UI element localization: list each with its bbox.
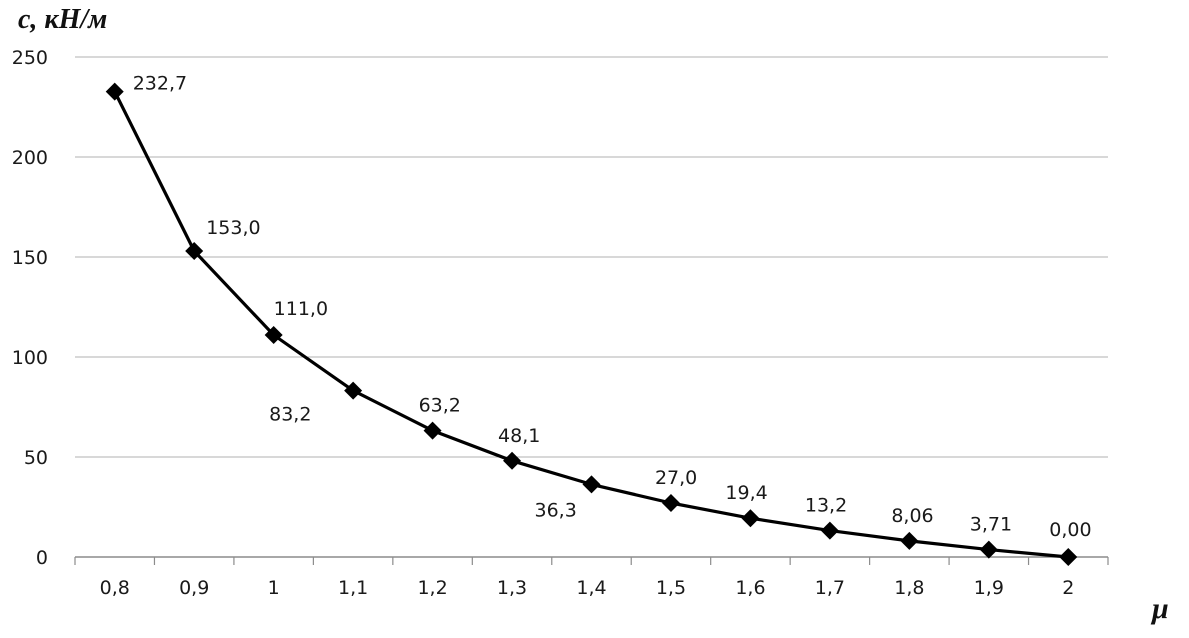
y-tick-label: 0	[36, 547, 48, 569]
data-label: 63,2	[419, 395, 461, 417]
data-point-marker	[423, 421, 442, 440]
x-tick-label: 1,8	[894, 577, 924, 599]
data-point-marker	[344, 381, 363, 400]
x-tick-label: 1,4	[576, 577, 606, 599]
x-tick-label: 1,3	[497, 577, 527, 599]
x-tick-label: 1,9	[974, 577, 1004, 599]
data-label: 48,1	[498, 425, 540, 447]
data-point-marker	[820, 521, 839, 540]
x-tick-label: 1,2	[417, 577, 447, 599]
data-label: 36,3	[535, 499, 577, 521]
y-axis-title: c, кН/м	[18, 4, 108, 35]
data-label: 3,71	[970, 514, 1012, 536]
x-tick-label: 1,6	[735, 577, 765, 599]
y-tick-label: 250	[12, 47, 48, 69]
data-point-marker	[741, 509, 760, 528]
data-point-marker	[1059, 548, 1078, 566]
x-tick-label: 0,8	[100, 577, 130, 599]
data-point-marker	[264, 326, 283, 344]
y-tick-label: 50	[24, 447, 48, 469]
data-label: 111,0	[274, 298, 328, 320]
data-label: 13,2	[805, 495, 847, 517]
data-point-marker	[661, 494, 680, 512]
x-tick-label: 0,9	[179, 577, 209, 599]
y-tick-label: 200	[12, 147, 48, 169]
data-label: 83,2	[269, 404, 311, 426]
data-label: 0,00	[1049, 519, 1091, 541]
data-point-marker	[503, 451, 522, 470]
data-label: 232,7	[133, 73, 187, 95]
data-label: 19,4	[725, 482, 767, 504]
data-label: 8,06	[891, 505, 933, 527]
y-tick-label: 150	[12, 247, 48, 269]
data-point-marker	[979, 540, 998, 559]
x-tick-label: 1,1	[338, 577, 368, 599]
x-tick-label: 1,7	[815, 577, 845, 599]
data-label: 27,0	[655, 467, 697, 489]
data-point-marker	[900, 531, 919, 550]
data-label: 153,0	[206, 217, 260, 239]
x-tick-label: 1	[268, 577, 280, 599]
x-tick-label: 1,5	[656, 577, 686, 599]
x-axis-title: μ	[1152, 592, 1169, 625]
y-tick-label: 100	[12, 347, 48, 369]
data-point-marker	[105, 82, 124, 101]
data-point-marker	[185, 242, 204, 260]
x-tick-label: 2	[1062, 577, 1074, 599]
data-point-marker	[582, 475, 601, 494]
